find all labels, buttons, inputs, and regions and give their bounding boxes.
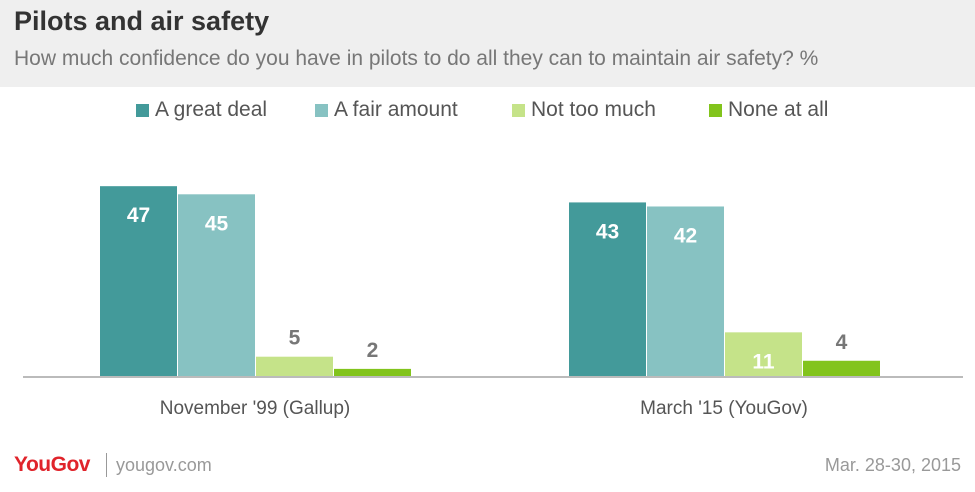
legend-swatch-great-deal — [136, 103, 149, 117]
legend-item-none-at-all: None at all — [709, 95, 828, 125]
legend-label-fair-amount: A fair amount — [334, 98, 458, 121]
yougov-logo: YouGov — [14, 453, 90, 476]
bar-a-great-deal-1 — [569, 202, 646, 377]
legend-item-great-deal: A great deal — [136, 95, 267, 125]
header-band — [0, 0, 975, 87]
legend-swatch-fair-amount — [315, 103, 328, 117]
legend-label-great-deal: A great deal — [155, 98, 268, 121]
chart-subtitle: How much confidence do you have in pilot… — [14, 47, 819, 70]
bar-chart: 47 45 5 2 November '99 (Gallup) 43 42 11 4 March … — [23, 186, 963, 419]
data-label-none-at-all-1: 4 — [836, 331, 848, 354]
bar-a-great-deal-0 — [100, 186, 177, 377]
legend-swatch-not-too-much — [512, 103, 525, 117]
bar-a-fair-amount-1 — [647, 206, 724, 377]
bar-none-at-all-1 — [803, 360, 880, 377]
bar-none-at-all-0 — [334, 368, 411, 377]
data-label-a-fair-amount-1: 42 — [674, 224, 697, 247]
footer-date: Mar. 28-30, 2015 — [824, 455, 961, 475]
data-label-a-fair-amount-0: 45 — [205, 212, 229, 235]
chart-title: Pilots and air safety — [14, 6, 270, 36]
legend-label-not-too-much: Not too much — [531, 98, 656, 121]
footer-url: yougov.com — [116, 455, 212, 475]
data-label-not-too-much-0: 5 — [289, 327, 301, 350]
data-label-not-too-much-1: 11 — [752, 350, 775, 373]
bar-not-too-much-1 — [725, 332, 802, 377]
data-label-none-at-all-0: 2 — [367, 339, 379, 362]
legend-item-fair-amount: A fair amount — [315, 95, 458, 125]
data-label-a-great-deal-1: 43 — [596, 220, 619, 243]
legend-label-none-at-all: None at all — [728, 98, 829, 121]
legend: A great deal A fair amount Not too much … — [0, 95, 975, 125]
legend-item-not-too-much: Not too much — [512, 95, 656, 125]
category-label-0: November '99 (Gallup) — [160, 398, 351, 419]
legend-swatch-none-at-all — [709, 103, 722, 117]
category-label-1: March '15 (YouGov) — [640, 398, 808, 419]
footer-divider — [106, 453, 107, 477]
bar-not-too-much-0 — [256, 356, 333, 377]
bar-a-fair-amount-0 — [178, 194, 255, 377]
data-label-a-great-deal-0: 47 — [127, 204, 150, 227]
